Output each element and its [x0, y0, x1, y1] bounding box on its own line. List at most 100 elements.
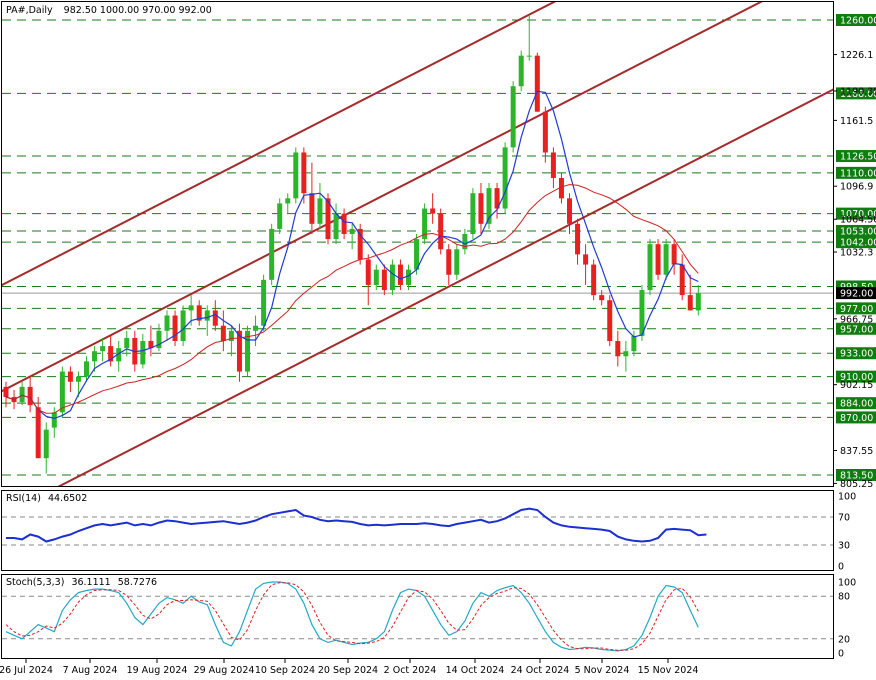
- level-tag-label: 870.00: [840, 413, 873, 424]
- candle: [599, 290, 605, 306]
- time-tick-label: 10 Sep 2024: [255, 665, 315, 676]
- candle: [526, 14, 532, 61]
- rsi-tick-label: 0: [838, 562, 844, 573]
- candle: [357, 223, 363, 265]
- level-tag: [836, 14, 876, 26]
- candle: [406, 264, 411, 291]
- candle: [277, 198, 283, 234]
- level-tag: [836, 347, 876, 360]
- candle: [51, 407, 57, 438]
- current-price-label: 992.00: [840, 289, 873, 300]
- level-tag-label: 1260.00: [840, 16, 876, 27]
- level-tag: [836, 370, 876, 383]
- candle: [309, 162, 315, 234]
- candle: [27, 376, 33, 413]
- time-tick-label: 29 Aug 2024: [194, 665, 255, 676]
- level-tag: [836, 87, 876, 100]
- stoch-tick-label: 20: [838, 634, 850, 645]
- level-tag: [836, 224, 876, 237]
- stoch-axis: 100 80 20 0: [838, 578, 856, 660]
- candle: [639, 284, 645, 341]
- stoch-signal-value: 58.7276: [118, 577, 157, 588]
- level-tag-label: 884.00: [840, 399, 873, 410]
- candle: [607, 295, 613, 347]
- candle: [261, 274, 267, 331]
- price-tick-label: 837.55: [840, 446, 873, 457]
- rsi-line: [6, 507, 707, 543]
- candle: [575, 218, 581, 265]
- level-tag-label: 957.00: [840, 324, 873, 335]
- candle: [228, 325, 234, 357]
- current-price-tag: [836, 287, 876, 300]
- candle: [116, 340, 122, 372]
- channel-line: [2, 2, 763, 393]
- candle: [373, 264, 379, 291]
- candle: [389, 259, 395, 296]
- candle: [333, 203, 339, 245]
- moving-averages: [5, 90, 699, 420]
- price-channel: [2, 2, 833, 486]
- level-tag: [836, 236, 876, 249]
- stoch-tick-label: 80: [838, 592, 850, 603]
- candle: [550, 147, 556, 189]
- candle: [438, 208, 444, 255]
- candle: [502, 142, 508, 214]
- candle: [59, 366, 65, 418]
- rsi-tick-label: 70: [838, 513, 850, 524]
- level-tag-label: 813.50: [840, 471, 873, 482]
- candle: [518, 50, 524, 92]
- time-tick-label: 14 Oct 2024: [446, 665, 505, 676]
- candle: [591, 259, 597, 301]
- price-tick-label: 1096.9: [840, 182, 873, 193]
- candle: [19, 381, 25, 406]
- candle: [75, 371, 81, 398]
- ma-fast-line: [5, 90, 699, 420]
- candle: [180, 305, 186, 347]
- time-tick-label: 19 Aug 2024: [127, 665, 188, 676]
- candle: [623, 340, 629, 372]
- candle: [534, 52, 540, 112]
- candle: [381, 264, 387, 296]
- time-tick-label: 5 Nov 2024: [575, 665, 630, 676]
- candle: [470, 188, 476, 240]
- time-tick-label: 7 Aug 2024: [63, 665, 118, 676]
- level-tag-label: 977.00: [840, 304, 873, 315]
- stoch-tick-label: 0: [838, 649, 844, 660]
- stoch-panel-frame: [1, 574, 834, 659]
- candle: [349, 223, 355, 250]
- candle: [655, 239, 661, 280]
- main-panel-frame: [1, 1, 834, 487]
- candle: [663, 239, 669, 280]
- price-tick-label: 966.75: [840, 314, 873, 325]
- candle: [631, 330, 637, 357]
- candle: [43, 422, 49, 474]
- level-tag: [836, 150, 876, 163]
- stoch-tick-label: 100: [838, 578, 856, 589]
- candle: [558, 172, 564, 204]
- time-tick-label: 20 Sep 2024: [318, 665, 378, 676]
- candle: [108, 335, 114, 367]
- symbol-label: PA#,Daily: [6, 5, 53, 16]
- candle: [35, 397, 41, 459]
- candle: [567, 193, 572, 234]
- ma-slow-line: [5, 184, 699, 414]
- candle: [542, 106, 548, 163]
- stochastic-indicator: [2, 581, 833, 652]
- candle: [301, 147, 307, 204]
- time-tick-label: 26 Jul 2024: [0, 665, 53, 676]
- time-tick-label: 2 Oct 2024: [384, 665, 437, 676]
- level-tag: [836, 207, 876, 220]
- level-tag: [836, 469, 876, 481]
- candle: [285, 193, 291, 214]
- candle: [253, 315, 259, 347]
- rsi-value: 44.6502: [48, 493, 87, 504]
- candle: [454, 244, 460, 280]
- candle: [156, 323, 162, 352]
- candle: [414, 233, 420, 275]
- ohlc-label: 982.50 1000.00 970.00 992.00: [64, 5, 212, 16]
- candle: [84, 356, 89, 382]
- level-tag-label: 1188.00: [840, 89, 876, 100]
- candle: [494, 183, 500, 219]
- rsi-indicator: [2, 507, 833, 546]
